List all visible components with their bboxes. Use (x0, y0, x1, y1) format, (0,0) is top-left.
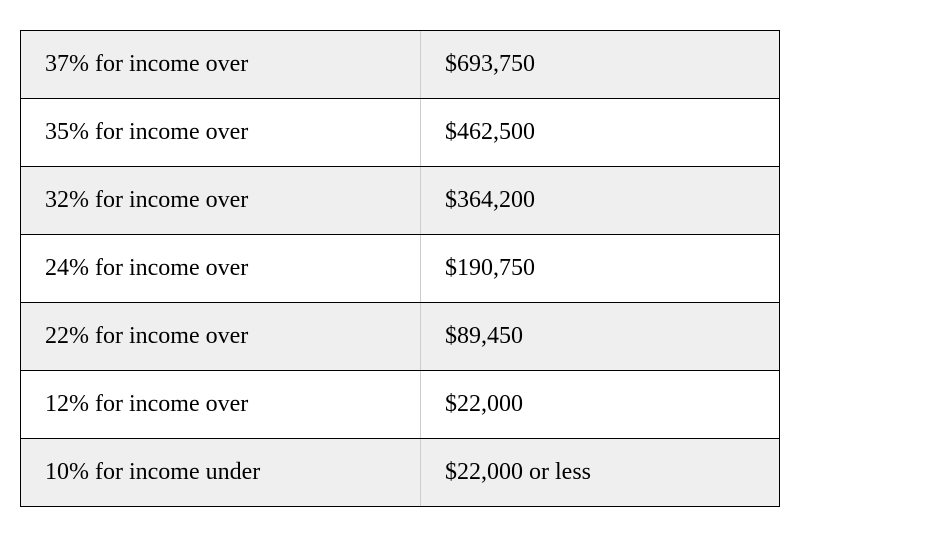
threshold-cell: $190,750 (421, 235, 779, 302)
bracket-cell: 22% for income over (21, 303, 421, 370)
bracket-cell: 37% for income over (21, 31, 421, 98)
bracket-cell: 35% for income over (21, 99, 421, 166)
table-row: 35% for income over $462,500 (21, 99, 779, 167)
threshold-cell: $693,750 (421, 31, 779, 98)
table-row: 24% for income over $190,750 (21, 235, 779, 303)
table-row: 22% for income over $89,450 (21, 303, 779, 371)
table-row: 32% for income over $364,200 (21, 167, 779, 235)
bracket-cell: 32% for income over (21, 167, 421, 234)
bracket-cell: 10% for income under (21, 439, 421, 506)
threshold-cell: $22,000 or less (421, 439, 779, 506)
tax-bracket-table: 37% for income over $693,750 35% for inc… (20, 30, 780, 507)
table-row: 12% for income over $22,000 (21, 371, 779, 439)
table-row: 37% for income over $693,750 (21, 31, 779, 99)
threshold-cell: $364,200 (421, 167, 779, 234)
threshold-cell: $462,500 (421, 99, 779, 166)
threshold-cell: $22,000 (421, 371, 779, 438)
bracket-cell: 24% for income over (21, 235, 421, 302)
table-row: 10% for income under $22,000 or less (21, 439, 779, 506)
bracket-cell: 12% for income over (21, 371, 421, 438)
threshold-cell: $89,450 (421, 303, 779, 370)
